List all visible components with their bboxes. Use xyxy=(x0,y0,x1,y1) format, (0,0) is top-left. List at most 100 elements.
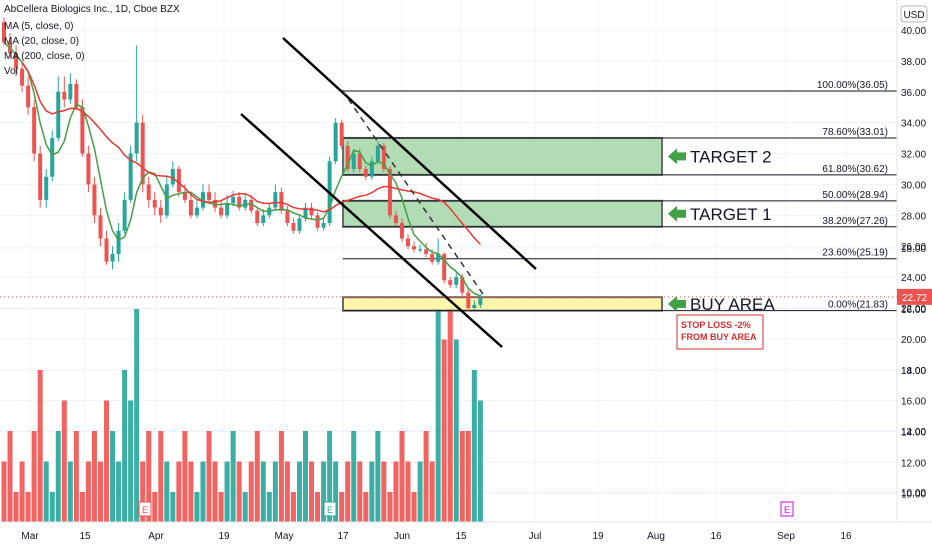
candle-body xyxy=(134,122,139,154)
volume-bar xyxy=(140,461,146,522)
candle-body xyxy=(303,207,308,219)
candle-body xyxy=(104,238,109,262)
candle-body xyxy=(369,161,374,177)
volume-bar xyxy=(19,461,25,522)
candle-body xyxy=(345,145,350,169)
candle-body xyxy=(200,192,205,208)
volume-bar xyxy=(49,492,55,522)
candle-body xyxy=(424,249,429,254)
currency-badge xyxy=(900,5,928,23)
time-tick-label: Jul xyxy=(529,531,542,542)
last-price-badge xyxy=(897,288,932,305)
volume-bar xyxy=(423,431,429,522)
currency-label: USD xyxy=(903,10,924,21)
earnings-marker xyxy=(780,501,794,517)
candle-body xyxy=(436,253,441,262)
candle-body xyxy=(194,207,199,216)
candle-body xyxy=(56,91,61,139)
indicator-ma20[interactable]: MA (20, close, 0) xyxy=(4,36,80,47)
volume-bar xyxy=(31,431,37,522)
time-tick-label: 16 xyxy=(710,531,722,542)
volume-bar xyxy=(146,431,152,522)
candle-body xyxy=(466,292,471,308)
price-tick-label: 38.00 xyxy=(901,57,926,68)
candle-body xyxy=(86,153,91,185)
fib-label: 0.00%(21.83) xyxy=(828,300,888,311)
volume-bar xyxy=(224,461,230,522)
price-tick-label: 24.00 xyxy=(901,273,926,284)
volume-bar xyxy=(477,400,483,522)
volume-bar xyxy=(134,309,140,522)
moving-averages xyxy=(3,41,481,297)
volume-bar xyxy=(387,492,393,522)
volume-bar xyxy=(104,400,110,522)
candle-body xyxy=(98,215,103,239)
volume-bar xyxy=(122,370,128,522)
fib-label: 100.00%(36.05) xyxy=(817,80,888,91)
candle-body xyxy=(309,207,314,216)
volume-bar xyxy=(194,492,200,522)
fib-label: 61.80%(30.62) xyxy=(822,164,888,175)
volume-bar xyxy=(429,461,435,522)
earnings-marker xyxy=(138,501,152,517)
zone-label: TARGET 2 xyxy=(690,147,772,166)
volume-bar xyxy=(351,431,357,522)
arrow-left-icon xyxy=(668,148,686,165)
candle-body xyxy=(412,246,417,250)
channel-upper xyxy=(282,37,537,270)
candle-body xyxy=(140,122,145,185)
zone-3 xyxy=(342,296,663,312)
candle-body xyxy=(393,215,398,224)
volume-bar xyxy=(296,461,302,522)
candle-body xyxy=(110,253,115,262)
fib-lines: 100.00%(36.05) 78.60%(33.01) 61.80%(30.62)… xyxy=(343,80,897,312)
volume-bar xyxy=(152,492,158,522)
volume-tick-label: 16.00 xyxy=(901,305,926,316)
indicator-ma5[interactable]: MA (5, close, 0) xyxy=(4,21,74,32)
earnings-marker-label: E xyxy=(327,505,333,515)
volume-bar xyxy=(266,492,272,522)
last-price-label: 22.72 xyxy=(902,293,927,304)
candle-body xyxy=(454,277,459,285)
candle-body xyxy=(231,196,236,203)
volume-bar xyxy=(339,492,345,522)
volume-bar xyxy=(459,431,465,522)
volume-bar xyxy=(7,431,13,522)
fib-label: 78.60%(33.01) xyxy=(822,127,888,138)
indicator-vol[interactable]: Vol xyxy=(4,66,18,77)
stop-loss-box xyxy=(676,314,764,350)
candle-body xyxy=(182,192,187,200)
volume-bar xyxy=(13,492,19,522)
candle-body xyxy=(333,122,338,162)
candle-body xyxy=(430,253,435,262)
candle-body xyxy=(128,153,133,200)
indicator-ma200[interactable]: MA (200, close, 0) xyxy=(4,51,85,62)
volume-bar xyxy=(465,431,471,522)
volume-bar xyxy=(381,461,387,522)
candle-body xyxy=(387,169,392,216)
candle-body xyxy=(351,153,356,169)
candle-body xyxy=(38,153,43,200)
price-tick-label: 20.00 xyxy=(901,335,926,346)
candle-body xyxy=(261,215,266,224)
volume-bar xyxy=(158,431,164,522)
volume-bar xyxy=(25,492,31,522)
earnings-marker-label: E xyxy=(142,505,148,515)
volume-bar xyxy=(176,461,182,522)
price-tick-label: 40.00 xyxy=(901,26,926,37)
volume-bar xyxy=(417,461,423,522)
candle-body xyxy=(32,107,37,154)
volume-tick-label: 10.00 xyxy=(901,488,926,499)
volume-bar xyxy=(260,461,266,522)
volume-bar xyxy=(73,431,79,522)
time-tick-label: Apr xyxy=(148,531,164,542)
volume-bar xyxy=(357,461,363,522)
volume-tick-label: 18.00 xyxy=(901,244,926,255)
candle-body xyxy=(375,145,380,162)
volume-bar xyxy=(254,431,260,522)
price-tick-label: 18.00 xyxy=(901,366,926,377)
channel-lower xyxy=(240,113,503,348)
volume-bar xyxy=(79,492,85,522)
candle-body xyxy=(50,138,55,177)
